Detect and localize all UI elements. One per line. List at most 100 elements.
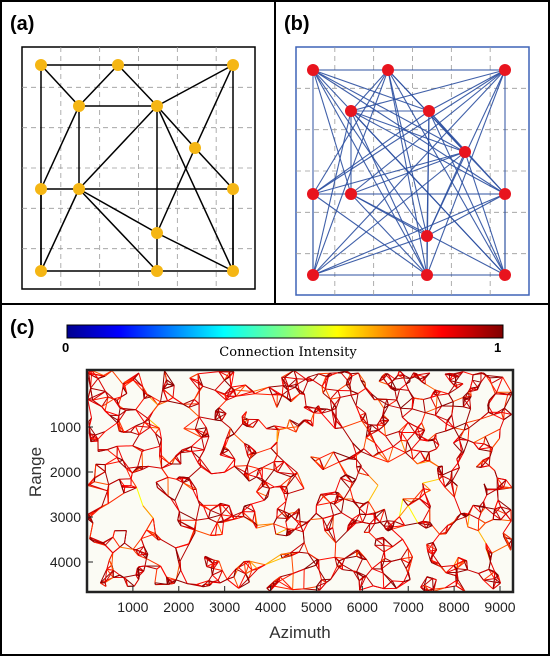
- mesh-edge: [210, 509, 222, 516]
- mesh-edge: [355, 453, 358, 460]
- mesh-edge: [494, 575, 499, 579]
- mesh-edge: [343, 498, 356, 503]
- mesh-edge: [476, 456, 491, 468]
- mesh-edge: [340, 372, 348, 381]
- mesh-edge: [303, 542, 309, 554]
- colorbar-max-label: 1: [494, 340, 501, 355]
- mesh-edge: [341, 565, 344, 570]
- mesh-edge: [359, 508, 367, 515]
- mesh-edge: [246, 465, 249, 475]
- mesh-edge: [420, 584, 425, 588]
- mesh-edge: [281, 390, 289, 396]
- mesh-edge: [132, 538, 142, 550]
- mesh-edge: [465, 418, 481, 424]
- mesh-edge: [238, 578, 249, 589]
- mesh-edge: [323, 451, 334, 470]
- panel-b-node: [421, 269, 433, 281]
- mesh-edge: [400, 407, 413, 410]
- mesh-edge: [407, 548, 410, 564]
- mesh-edge: [315, 579, 322, 588]
- mesh-edge: [383, 419, 390, 426]
- mesh-edge: [287, 488, 305, 495]
- mesh-edge: [241, 416, 249, 420]
- x-tick-label: 1000: [117, 599, 148, 615]
- mesh-edge: [435, 444, 440, 450]
- mesh-edge: [219, 445, 225, 456]
- mesh-edge: [151, 396, 161, 403]
- mesh-edge: [164, 370, 175, 386]
- mesh-edge: [365, 568, 373, 577]
- mesh-edge: [318, 570, 327, 583]
- mesh-edge: [285, 518, 288, 522]
- mesh-edge: [199, 416, 215, 421]
- mesh-edge: [143, 395, 149, 399]
- mesh-edge: [344, 549, 359, 559]
- mesh-edge: [497, 486, 504, 491]
- mesh-edge: [417, 522, 433, 527]
- mesh-edge: [383, 520, 388, 527]
- mesh-edge: [108, 492, 125, 505]
- mesh-edge: [231, 511, 243, 517]
- mesh-edge: [223, 518, 235, 522]
- mesh-edge: [202, 505, 209, 519]
- mesh-edge: [359, 513, 364, 523]
- mesh-edge: [287, 386, 296, 391]
- mesh-edge: [194, 520, 197, 531]
- mesh-edge: [380, 561, 384, 574]
- mesh-edge: [285, 521, 288, 529]
- mesh-edge: [313, 408, 317, 414]
- mesh-edge: [379, 520, 388, 523]
- mesh-edge: [365, 575, 374, 587]
- mesh-edge: [139, 545, 145, 552]
- mesh-edge: [426, 543, 437, 551]
- mesh-edge: [400, 556, 413, 560]
- mesh-edge: [424, 492, 431, 507]
- mesh-edge: [307, 553, 317, 566]
- mesh-edge: [492, 578, 495, 590]
- mesh-edge: [131, 466, 138, 474]
- mesh-edge: [225, 389, 235, 401]
- mesh-edge: [249, 450, 256, 460]
- mesh-edge: [437, 393, 449, 396]
- mesh-edge: [167, 396, 174, 402]
- mesh-edge: [182, 477, 190, 484]
- mesh-edge: [248, 568, 259, 579]
- mesh-edge: [382, 536, 394, 547]
- mesh-edge: [370, 393, 378, 400]
- mesh-edge: [289, 419, 297, 433]
- mesh-edge: [382, 573, 385, 589]
- mesh-edge: [505, 509, 512, 515]
- mesh-edge: [425, 525, 433, 529]
- mesh-edge: [499, 428, 501, 439]
- mesh-edge: [405, 383, 410, 391]
- mesh-edge: [399, 388, 409, 391]
- mesh-edge: [283, 385, 289, 387]
- mesh-edge: [266, 425, 275, 430]
- mesh-edge: [503, 394, 512, 409]
- mesh-edge: [210, 504, 220, 511]
- panel-a-node: [227, 183, 239, 195]
- mesh-edge: [324, 530, 337, 544]
- mesh-edge: [166, 576, 175, 584]
- mesh-edge: [307, 379, 314, 382]
- panel-b-node: [307, 64, 319, 76]
- mesh-edge: [385, 435, 394, 447]
- mesh-edge: [276, 394, 283, 408]
- mesh-edge: [180, 450, 192, 454]
- mesh-edge: [433, 437, 437, 441]
- mesh-edge: [494, 571, 499, 576]
- mesh-edge: [197, 373, 204, 387]
- mesh-edge: [144, 565, 158, 570]
- mesh-edge: [432, 390, 437, 394]
- mesh-edge: [379, 521, 385, 527]
- mesh-edge: [286, 427, 297, 433]
- mesh-edge: [132, 379, 144, 388]
- mesh-edge: [215, 533, 223, 536]
- mesh-edge: [416, 374, 420, 380]
- mesh-edge: [479, 506, 486, 508]
- mesh-edge: [167, 383, 175, 386]
- mesh-edge: [104, 410, 120, 417]
- mesh-edge: [229, 427, 235, 435]
- mesh-edge: [325, 388, 339, 391]
- mesh-edge: [211, 471, 225, 475]
